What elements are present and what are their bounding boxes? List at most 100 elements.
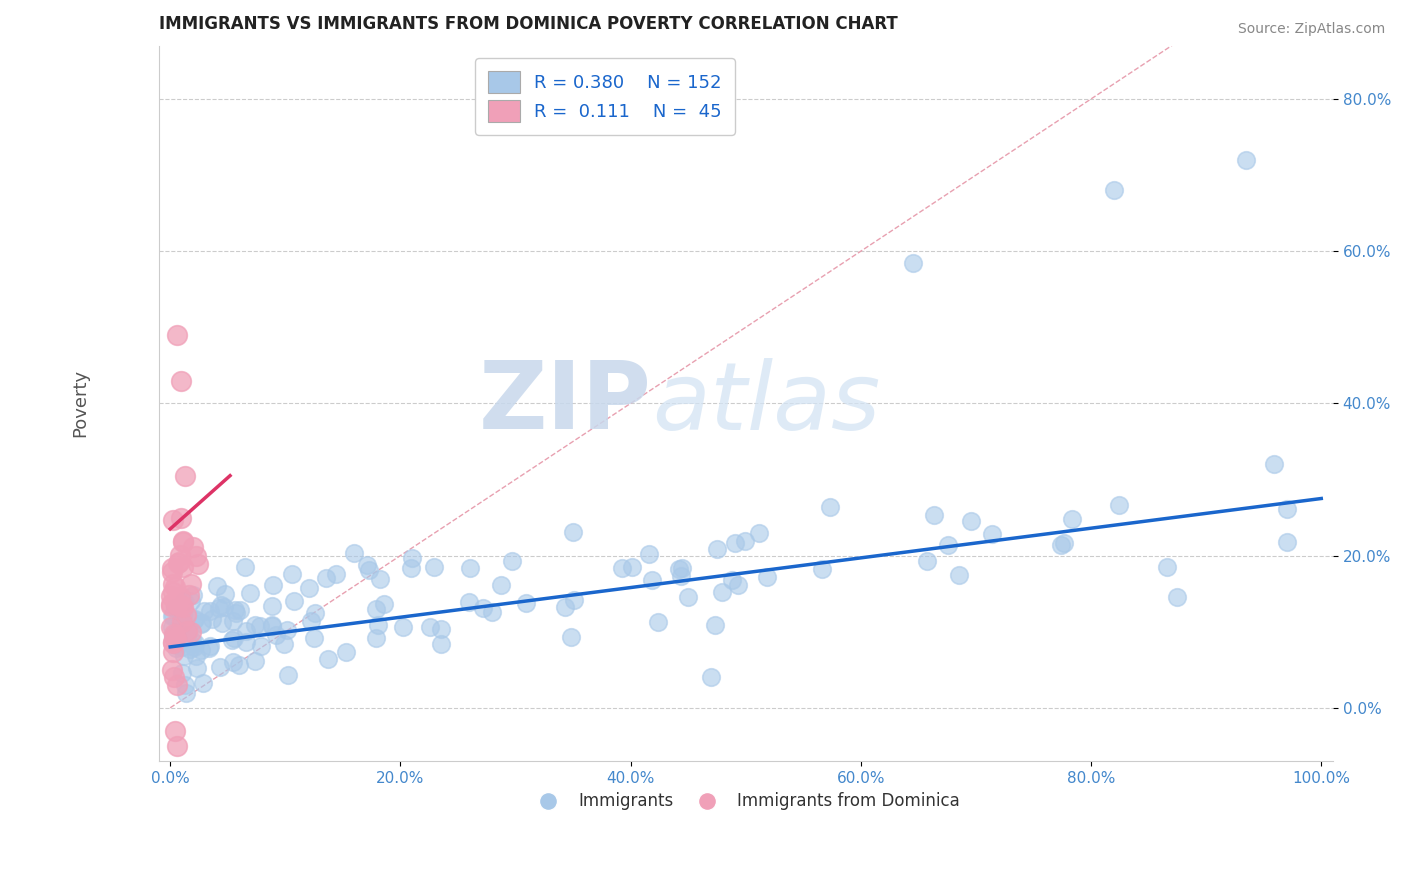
Point — [364, 601, 387, 615]
Point — [170, 666, 193, 681]
Point — [562, 592, 585, 607]
Point — [180, 594, 202, 608]
Point — [1156, 560, 1178, 574]
Point — [166, 678, 188, 692]
Point — [163, 632, 186, 646]
Point — [172, 607, 194, 622]
Point — [224, 603, 246, 617]
Point — [163, 630, 186, 644]
Point — [169, 548, 191, 562]
Point — [262, 599, 284, 613]
Text: ZIP: ZIP — [479, 358, 652, 450]
Point — [160, 620, 183, 634]
Point — [174, 630, 197, 644]
Point — [818, 500, 841, 515]
Point — [1050, 538, 1073, 552]
Point — [190, 616, 212, 631]
Point — [245, 618, 267, 632]
Point — [162, 608, 184, 623]
Text: atlas: atlas — [652, 358, 880, 449]
Point — [180, 624, 202, 639]
Point — [262, 577, 284, 591]
Point — [936, 537, 959, 551]
Point — [1263, 458, 1285, 472]
Point — [160, 589, 183, 603]
Point — [165, 640, 187, 655]
Point — [1108, 499, 1130, 513]
Point — [183, 540, 205, 554]
Point — [184, 648, 207, 663]
Point — [922, 508, 945, 523]
Point — [160, 565, 183, 579]
Point — [160, 599, 183, 613]
Point — [668, 562, 690, 576]
Point — [183, 613, 205, 627]
Point — [174, 468, 197, 483]
Point — [211, 616, 233, 631]
Point — [325, 567, 347, 582]
Y-axis label: Poverty: Poverty — [72, 369, 89, 437]
Point — [176, 624, 198, 638]
Point — [700, 670, 723, 684]
Point — [174, 678, 197, 692]
Point — [187, 558, 209, 572]
Point — [222, 615, 245, 629]
Point — [917, 553, 939, 567]
Point — [198, 641, 221, 656]
Point — [181, 632, 204, 647]
Point — [243, 654, 266, 668]
Point — [173, 621, 195, 635]
Point — [169, 590, 191, 604]
Point — [980, 526, 1002, 541]
Point — [193, 604, 215, 618]
Point — [1102, 183, 1125, 197]
Point — [165, 580, 187, 594]
Point — [208, 601, 231, 615]
Point — [458, 595, 481, 609]
Point — [671, 561, 693, 575]
Point — [304, 631, 326, 645]
Point — [183, 640, 205, 655]
Point — [162, 620, 184, 634]
Point — [724, 536, 747, 550]
Point — [304, 606, 326, 620]
Point — [209, 660, 232, 674]
Point — [1166, 591, 1188, 605]
Point — [423, 560, 446, 574]
Point — [174, 685, 197, 699]
Point — [184, 549, 207, 563]
Point — [163, 600, 186, 615]
Point — [169, 620, 191, 634]
Point — [249, 619, 271, 633]
Point — [176, 628, 198, 642]
Point — [177, 587, 200, 601]
Point — [167, 556, 190, 570]
Point — [222, 631, 245, 645]
Point — [162, 585, 184, 599]
Point — [562, 525, 585, 540]
Point — [748, 526, 770, 541]
Point — [200, 639, 222, 653]
Point — [392, 620, 415, 634]
Point — [283, 593, 305, 607]
Point — [179, 642, 201, 657]
Legend: Immigrants, Immigrants from Dominica: Immigrants, Immigrants from Dominica — [524, 786, 966, 817]
Point — [959, 514, 981, 528]
Point — [163, 670, 186, 684]
Point — [756, 570, 779, 584]
Point — [229, 603, 252, 617]
Point — [190, 616, 212, 631]
Point — [170, 640, 193, 654]
Point — [250, 639, 273, 653]
Point — [239, 586, 262, 600]
Point — [191, 676, 214, 690]
Point — [676, 590, 699, 604]
Point — [734, 533, 756, 548]
Point — [169, 374, 191, 388]
Point — [190, 642, 212, 657]
Point — [162, 607, 184, 622]
Point — [610, 560, 633, 574]
Point — [173, 649, 195, 664]
Point — [262, 619, 284, 633]
Point — [174, 607, 197, 622]
